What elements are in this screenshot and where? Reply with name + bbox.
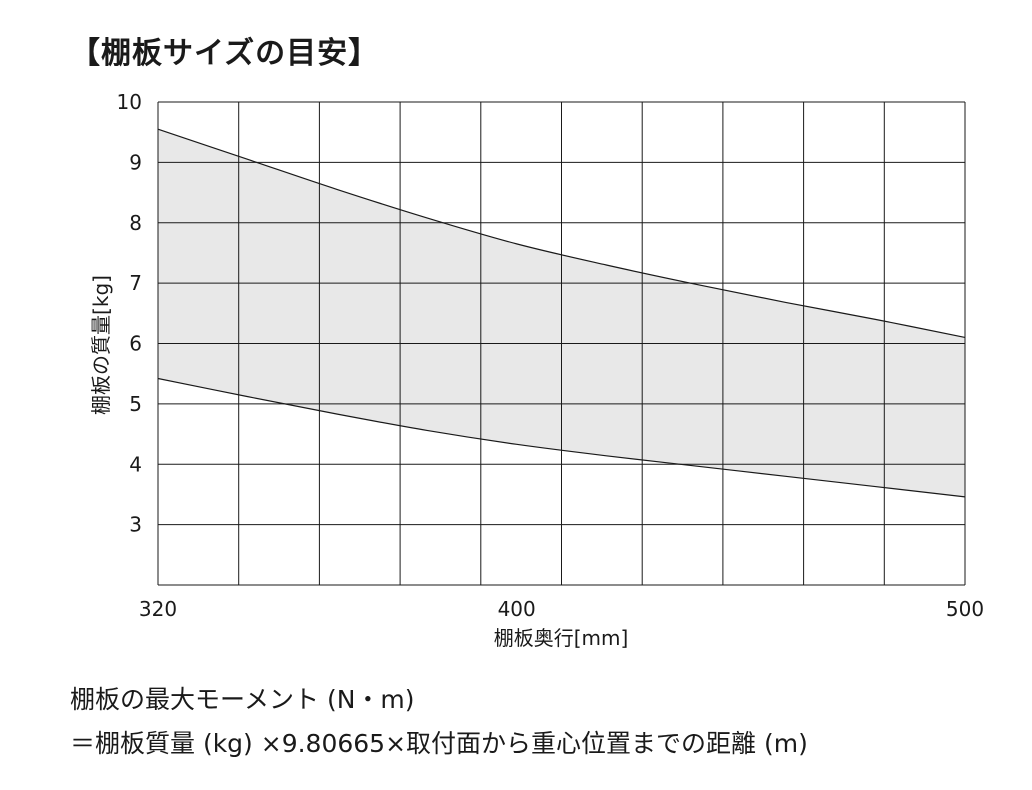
chart-title: 【棚板サイズの目安】: [70, 36, 380, 71]
y-tick-label: 6: [129, 332, 142, 356]
y-tick-label: 4: [129, 452, 142, 476]
x-tick-label: 500: [946, 597, 984, 621]
y-tick-label: 3: [129, 513, 142, 537]
moment-formula-line-2: ＝棚板質量 (kg) ×9.80665×取付面から重心位置までの距離 (m): [70, 729, 808, 758]
y-tick-label: 7: [129, 271, 142, 295]
y-axis-label: 棚板の質量[kg]: [89, 275, 113, 415]
x-axis-label: 棚板奥行[mm]: [494, 626, 629, 650]
lower-limit-curve: [157, 377, 966, 498]
upper-limit-curve: [157, 128, 966, 339]
y-tick-label: 5: [129, 392, 142, 416]
x-tick-label: 320: [139, 597, 177, 621]
x-tick-label: 400: [498, 597, 536, 621]
y-tick-label: 8: [129, 211, 142, 235]
y-tick-label: 10: [117, 90, 142, 114]
y-tick-label: 9: [129, 150, 142, 174]
moment-formula-line-1: 棚板の最大モーメント (N・m): [70, 685, 415, 714]
